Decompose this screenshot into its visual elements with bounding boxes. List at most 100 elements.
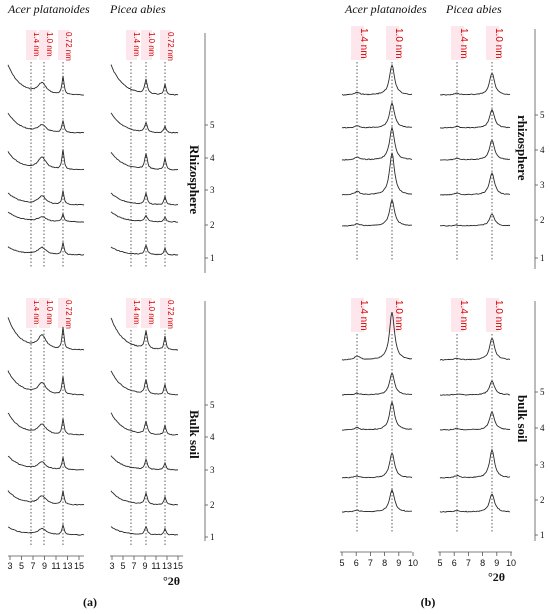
diffractogram-trace bbox=[341, 311, 413, 361]
x-axis-unit: °2θ bbox=[488, 570, 505, 584]
x-tick-label: 7 bbox=[368, 558, 373, 568]
peak-label: 1.0 nm bbox=[493, 300, 504, 331]
x-tick-label: 5 bbox=[19, 561, 24, 571]
diffractogram-trace bbox=[7, 149, 85, 171]
sample-number: 1 bbox=[210, 532, 215, 542]
peak-label: 1.4 nm bbox=[358, 28, 369, 59]
diffractogram-trace bbox=[7, 455, 85, 471]
diffractogram-trace bbox=[110, 191, 179, 206]
x-tick-label: 13 bbox=[62, 561, 72, 571]
diffractogram-trace bbox=[439, 108, 511, 129]
peak-highlight bbox=[486, 298, 499, 332]
panel-a: Acer platanoides Picea abies 1.4 nm 1.0 nm 0… bbox=[7, 2, 215, 609]
panel-label: (b) bbox=[421, 595, 436, 609]
x-tick-label: 6 bbox=[452, 558, 457, 568]
diffractogram-trace bbox=[7, 523, 85, 536]
diffractogram-trace bbox=[110, 490, 178, 506]
sample-number: 2 bbox=[540, 215, 545, 225]
x-tick-label: 5 bbox=[120, 561, 125, 571]
diffractogram-trace bbox=[110, 455, 179, 471]
diffractogram-trace bbox=[110, 151, 179, 171]
peak-label: 1.4 nm bbox=[32, 300, 41, 325]
peak-highlight bbox=[451, 26, 464, 60]
peak-label: 1.0 nm bbox=[493, 28, 504, 59]
sample-number: 5 bbox=[210, 120, 215, 130]
peak-highlight bbox=[126, 298, 137, 328]
diffractogram-trace bbox=[110, 211, 178, 223]
species-label: Acer platanoides bbox=[344, 2, 427, 16]
peak-label: 1.0 nm bbox=[45, 300, 54, 325]
diffractogram-trace bbox=[110, 412, 179, 436]
rhizosphere-block: 1.4 nm 1.0 nm 1.4 nm 1.0 nm 1 2 3 4 5 rhizosphere bbox=[341, 26, 545, 269]
diffractogram-trace bbox=[7, 112, 85, 134]
sample-number: 3 bbox=[540, 180, 545, 190]
diffractogram-trace bbox=[439, 213, 511, 227]
x-tick-label: 6 bbox=[354, 558, 359, 568]
diffractogram-trace bbox=[110, 244, 179, 256]
diffractogram-trace bbox=[342, 198, 413, 227]
diffractogram-trace bbox=[440, 171, 511, 196]
sample-number: 5 bbox=[540, 110, 545, 120]
peak-highlight bbox=[141, 30, 152, 60]
x-tick-label: 15 bbox=[173, 561, 183, 571]
diffractogram-trace bbox=[110, 64, 178, 96]
x-tick-label: 5 bbox=[339, 558, 344, 568]
peak-label: 0.72 nm bbox=[64, 300, 73, 329]
peak-label: 1.4 nm bbox=[32, 32, 41, 57]
diffractogram-trace bbox=[439, 493, 510, 513]
soil-type-label: bulk soil bbox=[515, 395, 530, 443]
diffractogram-trace bbox=[341, 101, 413, 129]
x-tick-label: 7 bbox=[131, 561, 136, 571]
sample-number: 2 bbox=[210, 220, 215, 230]
sample-number: 5 bbox=[210, 400, 215, 410]
peak-label: 0.72 nm bbox=[64, 32, 73, 61]
x-tick-label: 10 bbox=[408, 558, 418, 568]
peak-label: 1.4 nm bbox=[458, 28, 469, 59]
diffractogram-trace bbox=[439, 379, 511, 396]
x-tick-label: 8 bbox=[480, 558, 485, 568]
peak-highlight bbox=[58, 298, 69, 328]
peak-highlight bbox=[126, 30, 137, 60]
peak-label: 0.72 nm bbox=[166, 32, 175, 61]
diffractogram-trace bbox=[7, 190, 85, 206]
x-tick-label: 5 bbox=[437, 558, 442, 568]
soil-type-label: Rhizosphere bbox=[187, 145, 202, 214]
diffractogram-trace bbox=[7, 370, 85, 396]
sample-number: 1 bbox=[210, 253, 215, 263]
diffractogram-trace bbox=[341, 125, 413, 161]
rhizosphere-block: 1.4 nm 1.0 nm 0.72 nm 1.4 nm 1.0 nm 0.72 nm 1 2… bbox=[7, 30, 215, 273]
diffractogram-trace bbox=[439, 72, 511, 96]
soil-type-label: Bulk soil bbox=[187, 410, 202, 459]
diffractogram-trace bbox=[341, 488, 412, 513]
x-tick-label: 15 bbox=[74, 561, 84, 571]
peak-highlight bbox=[160, 30, 171, 60]
sample-number: 1 bbox=[540, 253, 545, 263]
diffractogram-trace bbox=[110, 525, 179, 536]
diffractogram-trace bbox=[7, 242, 85, 256]
peak-label: 1.4 nm bbox=[132, 32, 141, 57]
x-tick-label: 9 bbox=[42, 561, 47, 571]
x-axis-unit: °2θ bbox=[163, 574, 180, 588]
peak-highlight bbox=[351, 26, 364, 60]
peak-highlight bbox=[39, 30, 50, 60]
peak-highlight bbox=[351, 298, 364, 332]
peak-highlight bbox=[39, 298, 50, 328]
peak-label: 1.4 nm bbox=[458, 300, 469, 331]
peak-highlight bbox=[141, 298, 152, 328]
peak-label: 1.0 nm bbox=[147, 32, 156, 57]
peak-label: 1.0 nm bbox=[45, 32, 54, 57]
x-tick-label: 10 bbox=[506, 558, 516, 568]
diffractogram-trace bbox=[341, 400, 413, 431]
diffractogram-trace bbox=[7, 317, 85, 351]
diffractogram-trace bbox=[439, 337, 511, 361]
diffractogram-trace bbox=[110, 370, 179, 396]
peak-highlight bbox=[451, 298, 464, 332]
sample-number: 1 bbox=[540, 530, 545, 540]
peak-highlight bbox=[26, 30, 37, 60]
sample-number: 3 bbox=[540, 460, 545, 470]
diffractogram-trace bbox=[7, 64, 84, 96]
diffractogram-trace bbox=[439, 448, 510, 479]
diffractogram-trace bbox=[110, 112, 179, 134]
